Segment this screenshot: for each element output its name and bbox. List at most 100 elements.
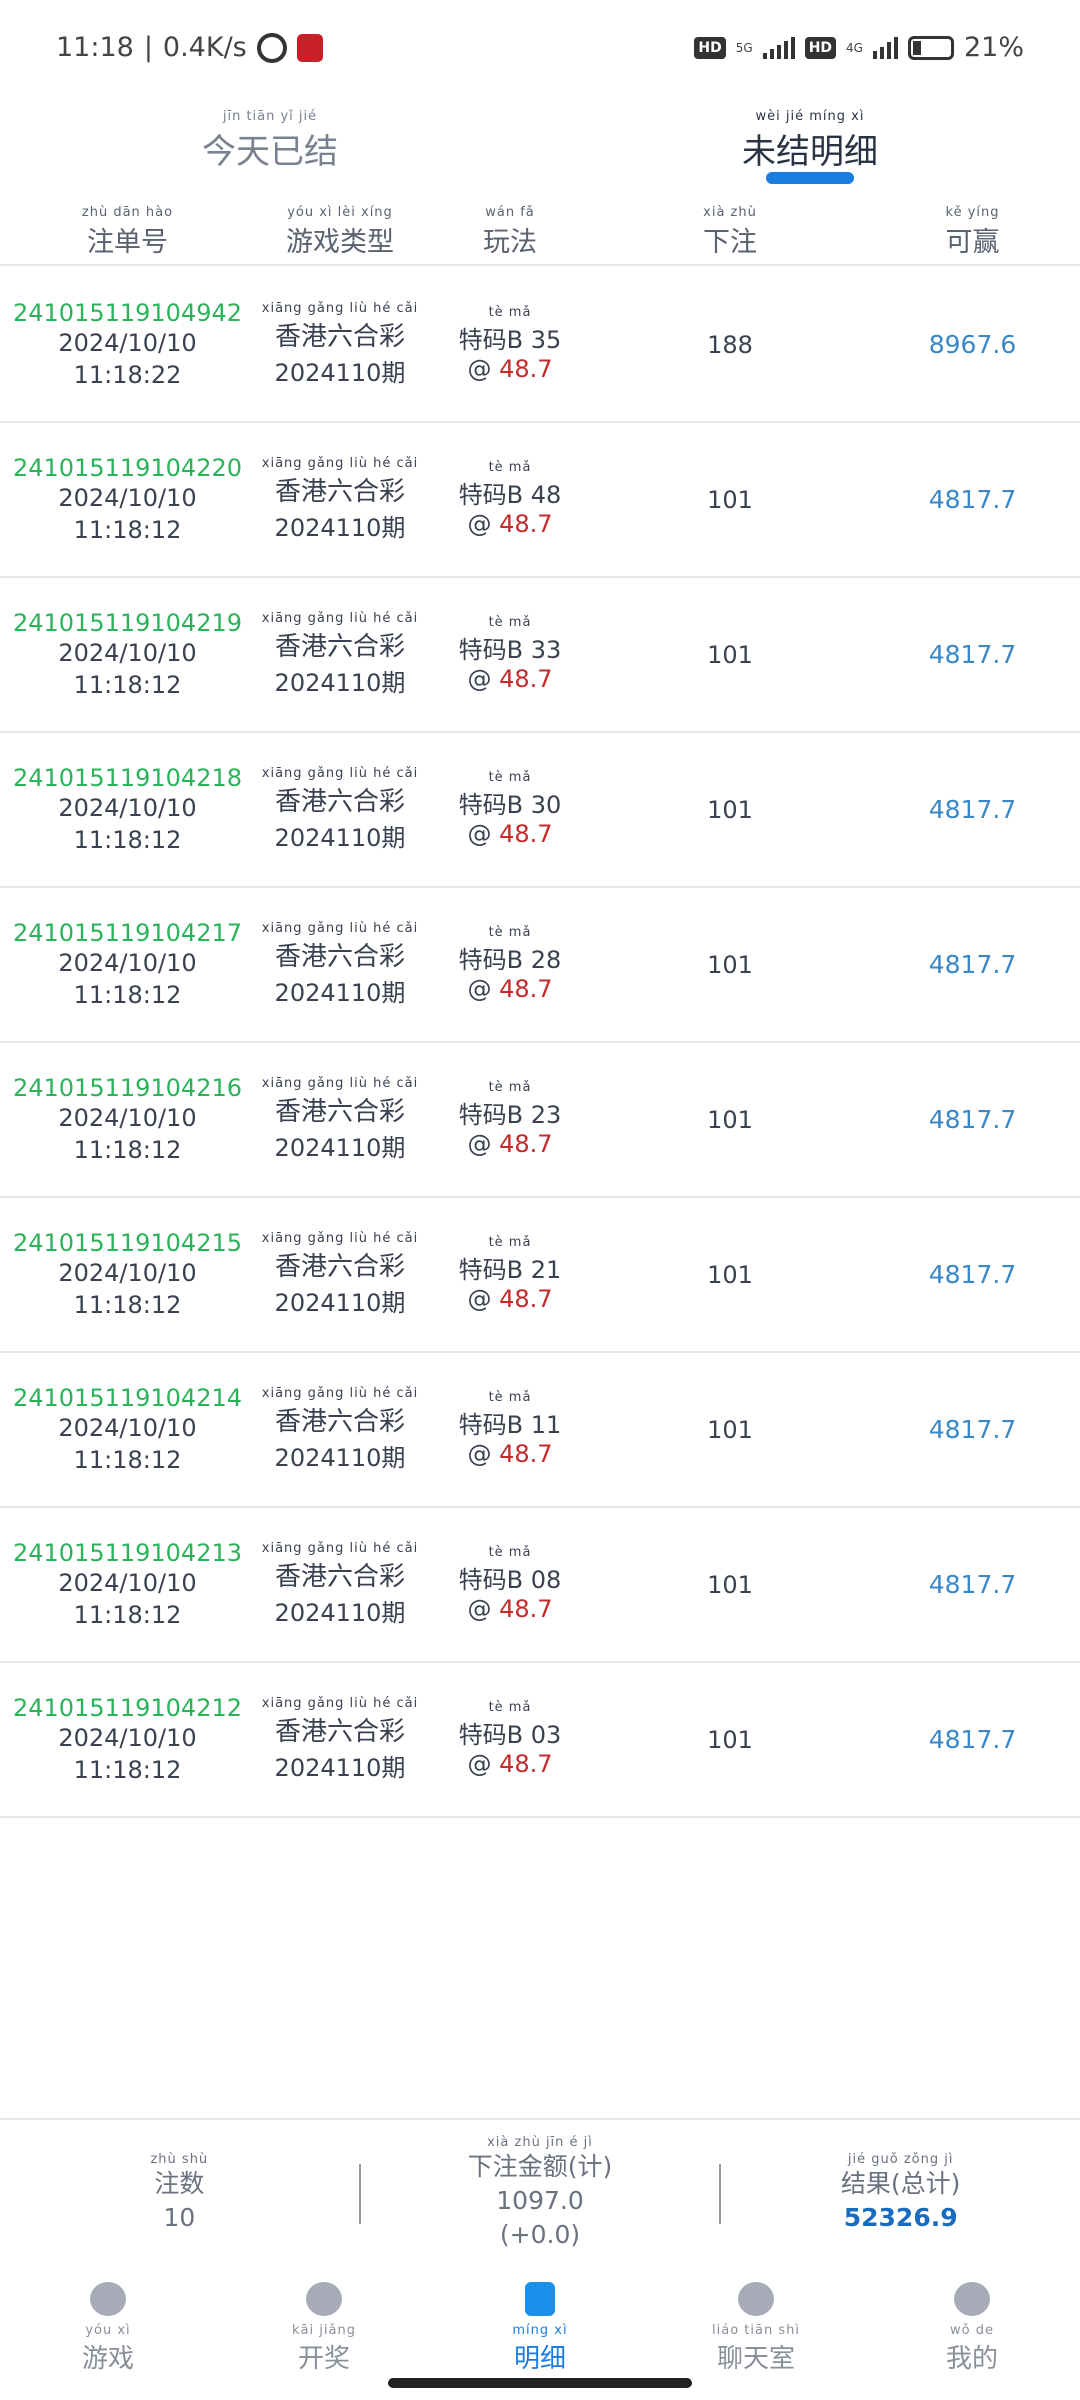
- order-cell: 241015119104942 2024/10/10 11:18:22: [0, 299, 255, 391]
- game-name: 香港六合彩: [274, 1716, 405, 1747]
- pinyin: tè mǎ: [488, 770, 532, 785]
- order-id: 241015119104214: [12, 1383, 243, 1412]
- nav-item-3[interactable]: liáo tiān shì 聊天室: [648, 2270, 864, 2400]
- pinyin: zhù shù: [150, 2152, 209, 2167]
- summary-value: 10: [163, 2203, 196, 2232]
- order-time: 11:18:12: [73, 670, 182, 699]
- divider: [358, 2164, 361, 2224]
- pinyin: zhù dān hào: [81, 204, 174, 220]
- order-date: 2024/10/10: [58, 1103, 197, 1132]
- pinyin: xiāng gǎng liù hé cǎi: [261, 1695, 419, 1711]
- play-type: 特码B 08: [458, 1566, 562, 1594]
- nav-label: 游戏: [81, 2344, 134, 2374]
- play-cell: tè mǎ 特码B 30 @ 48.7: [425, 770, 595, 849]
- order-time: 11:18:12: [73, 1135, 182, 1164]
- tab-label: 未结明细: [742, 132, 878, 172]
- potential-win: 4817.7: [928, 795, 1017, 824]
- table-row[interactable]: 241015119104215 2024/10/10 11:18:12 xiāng …: [0, 1198, 1080, 1353]
- potential-win: 4817.7: [928, 485, 1017, 514]
- play-type: 特码B 33: [458, 636, 562, 664]
- game-cell: xiāng gǎng liù hé cǎi 香港六合彩 2024110期: [255, 456, 425, 543]
- column-game-type: yóu xì lèi xíng 游戏类型: [255, 205, 425, 259]
- summary-label: 结果(总计): [840, 2169, 961, 2198]
- play-cell: tè mǎ 特码B 33 @ 48.7: [425, 616, 595, 694]
- pinyin: wán fǎ: [485, 204, 535, 220]
- order-cell: 241015119104214 2024/10/10 11:18:12: [0, 1384, 255, 1476]
- potential-win: 4817.7: [928, 1105, 1017, 1134]
- pinyin: wǒ de: [950, 2323, 994, 2338]
- order-date: 2024/10/10: [58, 948, 197, 977]
- period: 2024110期: [274, 1288, 406, 1317]
- tab-bar: jīn tiān yǐ jié 今天已结 wèi jié míng xì 未结明细: [0, 100, 1080, 190]
- pinyin: liáo tiān shì: [712, 2323, 800, 2338]
- pinyin: tè mǎ: [488, 1700, 532, 1715]
- home-indicator[interactable]: [388, 2378, 692, 2388]
- table-row[interactable]: 241015119104213 2024/10/10 11:18:12 xiāng …: [0, 1508, 1080, 1663]
- odds: @ 48.7: [467, 355, 553, 383]
- battery-level: 21%: [963, 32, 1024, 63]
- potential-win: 4817.7: [928, 1260, 1017, 1289]
- pinyin: xià zhù jīn é jì: [487, 2135, 593, 2150]
- column-bet: xià zhù 下注: [595, 205, 865, 259]
- table-row[interactable]: 241015119104216 2024/10/10 11:18:12 xiāng …: [0, 1043, 1080, 1198]
- bet-amount: 188: [707, 330, 753, 359]
- pinyin: xiāng gǎng liù hé cǎi: [261, 1385, 419, 1401]
- game-name: 香港六合彩: [274, 476, 405, 507]
- play-type: 特码B 23: [458, 1101, 562, 1129]
- order-id: 241015119104220: [12, 453, 243, 482]
- tab-unsettled-details[interactable]: wèi jié míng xì 未结明细: [540, 100, 1080, 190]
- period: 2024110期: [274, 1443, 406, 1472]
- pinyin: xiāng gǎng liù hé cǎi: [261, 1075, 419, 1091]
- separator: |: [143, 32, 153, 63]
- network-type-2: 4G: [846, 40, 863, 55]
- table-row[interactable]: 241015119104212 2024/10/10 11:18:12 xiāng …: [0, 1663, 1080, 1818]
- game-cell: xiāng gǎng liù hé cǎi 香港六合彩 2024110期: [255, 611, 425, 698]
- summary-delta: (+0.0): [499, 2220, 581, 2249]
- table-row[interactable]: 241015119104214 2024/10/10 11:18:12 xiāng …: [0, 1353, 1080, 1508]
- header-label: 玩法: [483, 226, 537, 258]
- bet-list: 241015119104942 2024/10/10 11:18:22 xiāng …: [0, 268, 1080, 1818]
- pinyin: xiāng gǎng liù hé cǎi: [261, 920, 419, 936]
- period: 2024110期: [274, 358, 406, 387]
- odds-value: 48.7: [499, 1285, 553, 1313]
- pinyin: wèi jié míng xì: [755, 109, 865, 124]
- tab-settled-today[interactable]: jīn tiān yǐ jié 今天已结: [0, 100, 540, 190]
- play-type: 特码B 28: [458, 946, 562, 974]
- nav-item-4[interactable]: wǒ de 我的: [864, 2270, 1080, 2400]
- play-cell: tè mǎ 特码B 48 @ 48.7: [425, 461, 595, 539]
- odds: @ 48.7: [467, 1440, 553, 1468]
- period: 2024110期: [274, 668, 406, 697]
- play-type: 特码B 21: [458, 1256, 562, 1284]
- pinyin: tè mǎ: [488, 1390, 532, 1405]
- order-date: 2024/10/10: [58, 483, 197, 512]
- nav-item-0[interactable]: yóu xì 游戏: [0, 2270, 216, 2400]
- table-row[interactable]: 241015119104219 2024/10/10 11:18:12 xiāng …: [0, 578, 1080, 733]
- table-row[interactable]: 241015119104220 2024/10/10 11:18:12 xiāng …: [0, 423, 1080, 578]
- hd-icon: HD: [804, 36, 837, 59]
- status-bar: 11:18 | 0.4K/s HD 5G HD 4G 21%: [0, 0, 1080, 95]
- table-row[interactable]: 241015119104942 2024/10/10 11:18:22 xiāng …: [0, 268, 1080, 423]
- table-row[interactable]: 241015119104218 2024/10/10 11:18:12 xiāng …: [0, 733, 1080, 888]
- battery-icon: [907, 35, 954, 60]
- game-cell: xiāng gǎng liù hé cǎi 香港六合彩 2024110期: [255, 766, 425, 853]
- nav-item-2[interactable]: míng xì 明细: [432, 2270, 648, 2400]
- order-time: 11:18:12: [73, 515, 182, 544]
- nav-label: 明细: [513, 2344, 566, 2374]
- odds-value: 48.7: [499, 975, 553, 1003]
- play-type: 特码B 35: [458, 326, 562, 354]
- odds: @ 48.7: [467, 510, 553, 538]
- table-row[interactable]: 241015119104217 2024/10/10 11:18:12 xiāng …: [0, 888, 1080, 1043]
- pinyin: kāi jiǎng: [292, 2323, 356, 2338]
- nav-item-1[interactable]: kāi jiǎng 开奖: [216, 2270, 432, 2400]
- bet-amount: 101: [707, 1725, 753, 1754]
- star-icon: [90, 2282, 126, 2316]
- game-name: 香港六合彩: [274, 1096, 405, 1127]
- pinyin: yóu xì: [85, 2323, 131, 2338]
- game-name: 香港六合彩: [274, 321, 405, 352]
- potential-win: 4817.7: [928, 1725, 1017, 1754]
- pinyin: tè mǎ: [488, 1080, 532, 1095]
- order-cell: 241015119104213 2024/10/10 11:18:12: [0, 1539, 255, 1631]
- odds: @ 48.7: [467, 975, 553, 1003]
- order-date: 2024/10/10: [58, 638, 197, 667]
- potential-win: 4817.7: [928, 950, 1017, 979]
